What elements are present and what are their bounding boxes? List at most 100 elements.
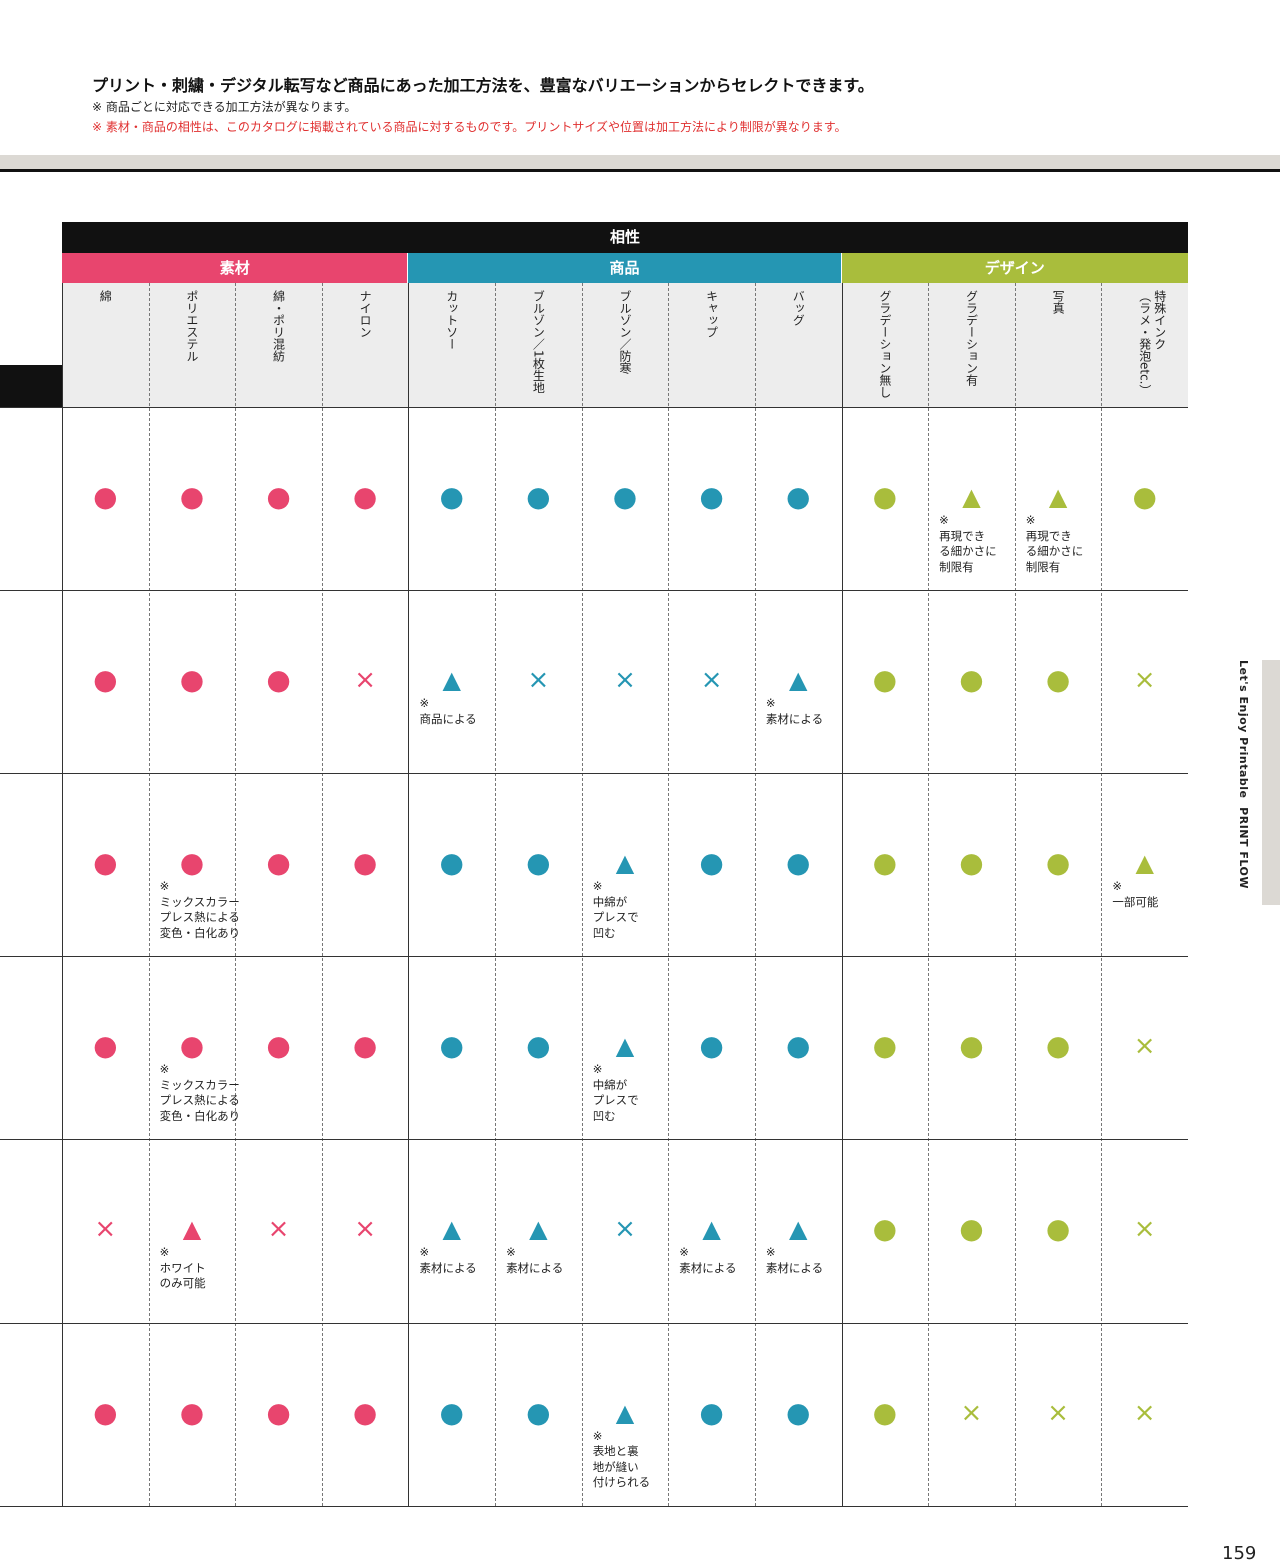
- symbol: ▲: [615, 1032, 635, 1061]
- cell-note: ※ 再現でき る細かさに 制限有: [939, 513, 997, 574]
- row-line: [0, 1322, 1188, 1324]
- symbol: ●: [699, 1029, 724, 1063]
- symbol: ●: [959, 1212, 984, 1246]
- symbol: ×: [960, 1397, 983, 1428]
- column-line: [495, 283, 497, 1506]
- column-header: カットソー: [444, 290, 459, 350]
- symbol: ●: [439, 846, 464, 880]
- column-line: [668, 283, 670, 1506]
- symbol: ●: [179, 1029, 205, 1063]
- cell-note: ※ 再現でき る細かさに 制限有: [1025, 513, 1084, 574]
- symbol: ▲: [1135, 849, 1154, 878]
- row-line: [0, 1139, 1188, 1141]
- symbol: ●: [699, 846, 724, 880]
- symbol: ●: [786, 1395, 811, 1429]
- symbol: ●: [179, 846, 205, 880]
- symbol: ▲: [442, 666, 461, 695]
- symbol: ×: [614, 1214, 636, 1245]
- symbol: ●: [93, 846, 118, 880]
- symbol: ●: [93, 480, 118, 513]
- cell-note: ※ 表地と裏 地が縫い 付けられる: [592, 1428, 651, 1490]
- symbol: ●: [872, 663, 898, 697]
- symbol: ▲: [1048, 483, 1068, 511]
- symbol: ●: [266, 1395, 291, 1429]
- row-line: [0, 773, 1188, 775]
- column-header: ブルゾン／1枚生地: [531, 290, 546, 394]
- symbol: ×: [527, 665, 550, 696]
- symbol: ▲: [788, 666, 808, 695]
- cell-note: ※ 中綿が プレスで 凹む: [592, 1062, 639, 1123]
- symbol: ▲: [529, 1215, 548, 1244]
- cell-note: ※ 中綿が プレスで 凹む: [592, 879, 639, 940]
- symbol: ×: [354, 1214, 377, 1245]
- table-title: 相性: [62, 222, 1188, 253]
- note: ※ 商品ごとに対応できる加工方法が異なります。: [92, 100, 357, 114]
- symbol: ●: [959, 1029, 984, 1063]
- symbol: ●: [1045, 663, 1071, 697]
- column-header: ナイロン: [358, 290, 373, 338]
- symbol: ●: [872, 1212, 898, 1246]
- column-line: [928, 283, 930, 1506]
- column-header: 写真: [1051, 290, 1066, 314]
- symbol: ●: [352, 846, 378, 880]
- symbol: ●: [266, 480, 291, 513]
- column-line: [321, 283, 323, 1506]
- cell-note: ※ ミックスカラー プレス熱による 変色・白化あり: [159, 879, 241, 940]
- symbol: ●: [179, 480, 205, 513]
- symbol: ●: [93, 1395, 118, 1429]
- column-line: [754, 283, 756, 1506]
- cell-note: ※ 素材による: [765, 1245, 824, 1275]
- cell-note: ※ 素材による: [765, 696, 824, 726]
- cell-note: ※ 素材による: [419, 1245, 477, 1275]
- symbol: ●: [699, 1395, 724, 1429]
- symbol: ●: [439, 1395, 464, 1429]
- group-header: 商品: [408, 253, 841, 283]
- title: プリント・刺繍・デジタル転写など商品にあった加工方法を、豊富なバリエーションから…: [92, 76, 874, 95]
- symbol: ×: [1133, 1031, 1156, 1062]
- symbol: ●: [266, 663, 291, 697]
- symbol: ▲: [615, 849, 635, 878]
- symbol: ▲: [702, 1215, 721, 1244]
- column-header: 特殊インク （ラメ・発泡etc.）: [1137, 290, 1167, 397]
- symbol: ●: [93, 1029, 118, 1063]
- symbol: ●: [1045, 1212, 1071, 1246]
- cell-note: ※ ミックスカラー プレス熱による 変色・白化あり: [159, 1062, 241, 1123]
- column-header: 綿・ポリ混紡: [271, 290, 286, 362]
- symbol: ●: [526, 480, 551, 513]
- symbol: ●: [1045, 846, 1071, 880]
- symbol: ●: [439, 1029, 464, 1063]
- column-line: [1101, 283, 1103, 1506]
- symbol: ×: [1133, 665, 1156, 696]
- symbol: ●: [439, 480, 464, 513]
- cell-note: ※ 商品による: [419, 696, 477, 726]
- column-header: バッグ: [791, 290, 806, 326]
- symbol: ●: [1132, 480, 1157, 513]
- column-header: 綿: [98, 290, 113, 302]
- symbol: ●: [786, 1029, 811, 1063]
- symbol: ▲: [962, 483, 981, 511]
- rule: [0, 169, 1280, 172]
- band: [0, 155, 1280, 170]
- symbol: ▲: [442, 1215, 461, 1244]
- symbol: ●: [786, 480, 811, 513]
- symbol: ●: [612, 480, 638, 513]
- symbol: ×: [1133, 1397, 1156, 1428]
- symbol: ×: [614, 665, 636, 696]
- cell-note: ※ ホワイト のみ可能: [159, 1245, 206, 1291]
- header-bg: [62, 283, 1188, 407]
- note: ※ 素材・商品の相性は、このカタログに掲載されている商品に対するものです。プリン…: [92, 120, 847, 134]
- side-tab: [1262, 660, 1280, 905]
- symbol: ●: [872, 846, 898, 880]
- column-header: キャップ: [704, 290, 719, 338]
- symbol: ●: [1045, 1029, 1071, 1063]
- column-line: [581, 283, 583, 1506]
- symbol: ▲: [615, 1398, 635, 1427]
- symbol: ●: [699, 480, 724, 513]
- cell-note: ※ 素材による: [679, 1245, 737, 1275]
- symbol: ×: [354, 665, 377, 696]
- symbol: ●: [872, 480, 898, 513]
- column-header: グラデーション有: [964, 290, 979, 386]
- symbol: ×: [700, 665, 723, 696]
- symbol: ▲: [182, 1215, 202, 1244]
